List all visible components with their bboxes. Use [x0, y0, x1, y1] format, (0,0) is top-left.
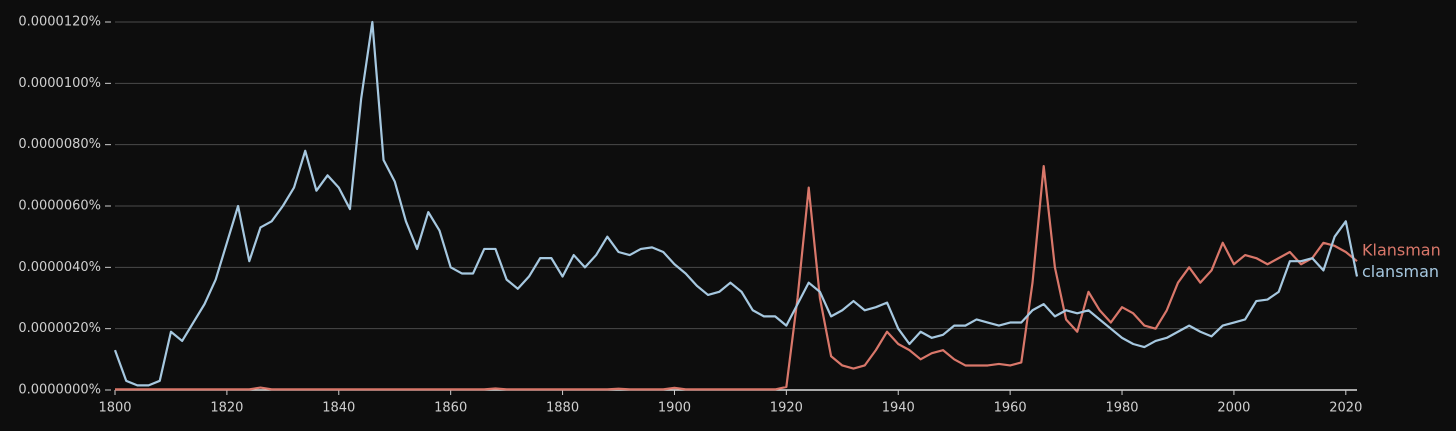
y-tick-label: 0.0000020% — [18, 321, 101, 336]
x-tick-label: 1940 — [882, 401, 915, 416]
x-tick-label: 1840 — [322, 401, 355, 416]
y-tick-label: 0.0000120% — [18, 15, 101, 30]
x-tick-label: 1920 — [770, 401, 803, 416]
series-line — [115, 165, 1358, 391]
x-tick-label: 1980 — [1105, 401, 1138, 416]
x-tick-label: 1960 — [994, 401, 1027, 416]
y-tick-label: 0.0000040% — [18, 260, 101, 275]
x-tick-label: 1800 — [98, 401, 131, 416]
x-tick-label: 2020 — [1329, 401, 1362, 416]
x-tick-label: 1880 — [546, 401, 579, 416]
y-tick-label: 0.0000100% — [18, 76, 101, 91]
x-tick-label: 1820 — [210, 401, 243, 416]
x-tick-label: 1860 — [434, 401, 467, 416]
y-tick-label: 0.0000000% — [18, 383, 101, 398]
legend-label: Klansman — [1362, 241, 1441, 260]
series-line — [113, 20, 1359, 387]
y-tick-label: 0.0000060% — [18, 199, 101, 214]
x-tick-label: 1900 — [658, 401, 691, 416]
legend-label: clansman — [1362, 262, 1439, 281]
x-tick-label: 2000 — [1217, 401, 1250, 416]
y-tick-label: 0.0000080% — [18, 137, 101, 152]
